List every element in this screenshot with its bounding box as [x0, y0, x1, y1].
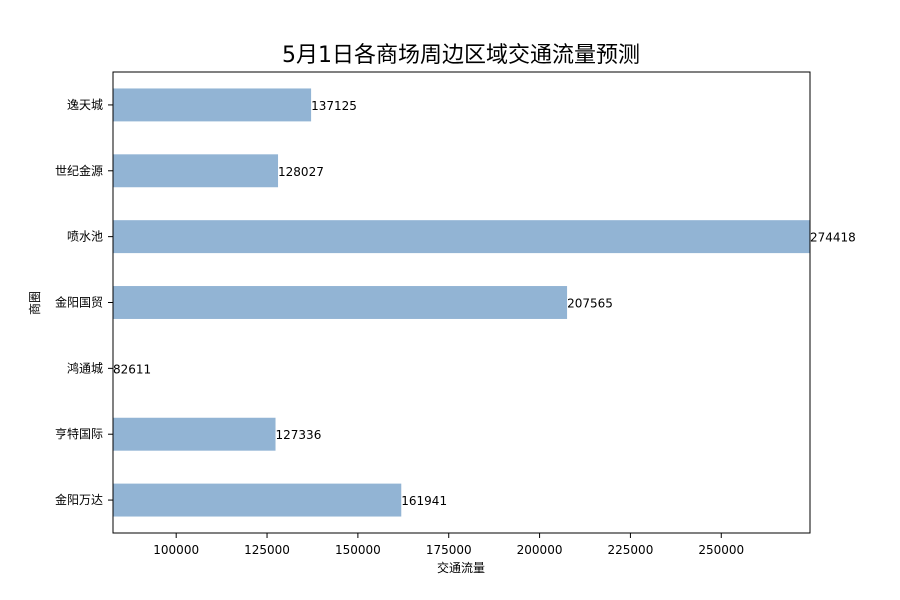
bar-value-label: 207565 [567, 297, 613, 311]
bar-value-label: 161941 [401, 494, 447, 508]
bar-value-label: 82611 [113, 362, 151, 376]
y-tick-label: 喷水池 [67, 230, 103, 244]
x-tick-label: 100000 [153, 543, 199, 557]
chart-title: 5月1日各商场周边区域交通流量预测 [282, 43, 640, 68]
x-axis-title: 交通流量 [437, 560, 485, 575]
y-tick-label: 金阳国贸 [55, 295, 103, 310]
x-tick-label: 200000 [517, 543, 563, 557]
x-tick-label: 250000 [698, 543, 744, 557]
y-axis-title: 商圈 [27, 291, 42, 315]
bar-value-label: 127336 [276, 428, 322, 442]
bar-value-label: 137125 [311, 99, 357, 113]
y-tick-label: 逸天城 [67, 98, 103, 112]
bar-逸天城 [113, 88, 312, 122]
x-tick-label: 125000 [244, 543, 290, 557]
plot-frame [112, 71, 811, 534]
y-tick-label: 亨特国际 [55, 426, 103, 441]
x-tick-label: 175000 [426, 543, 472, 557]
bar-亨特国际 [113, 417, 276, 451]
bar-金阳万达 [113, 483, 402, 517]
bar-value-label: 274418 [810, 231, 856, 245]
bar-喷水池 [113, 220, 810, 254]
y-tick-label: 世纪金源 [55, 163, 103, 178]
bars-layer: 137125 128027 274418 207565 82611 127336 16194… [113, 88, 856, 517]
bar-value-label: 128027 [278, 165, 324, 179]
y-tick-label: 金阳万达 [55, 492, 103, 507]
bar-世纪金源 [113, 154, 279, 188]
x-tick-label: 150000 [335, 543, 381, 557]
x-tick-label: 225000 [608, 543, 654, 557]
y-tick-label: 鸿通城 [67, 361, 103, 375]
bar-金阳国贸 [113, 286, 568, 319]
